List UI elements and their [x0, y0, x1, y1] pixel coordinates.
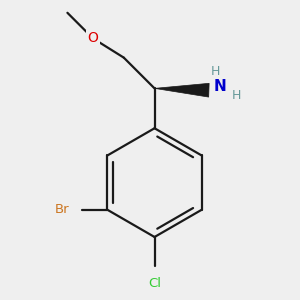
Text: Br: Br	[55, 203, 69, 216]
Text: O: O	[88, 32, 98, 45]
Text: H: H	[232, 89, 241, 102]
Polygon shape	[154, 83, 209, 97]
Text: Cl: Cl	[148, 277, 161, 290]
Text: H: H	[211, 65, 220, 78]
Text: N: N	[213, 80, 226, 94]
